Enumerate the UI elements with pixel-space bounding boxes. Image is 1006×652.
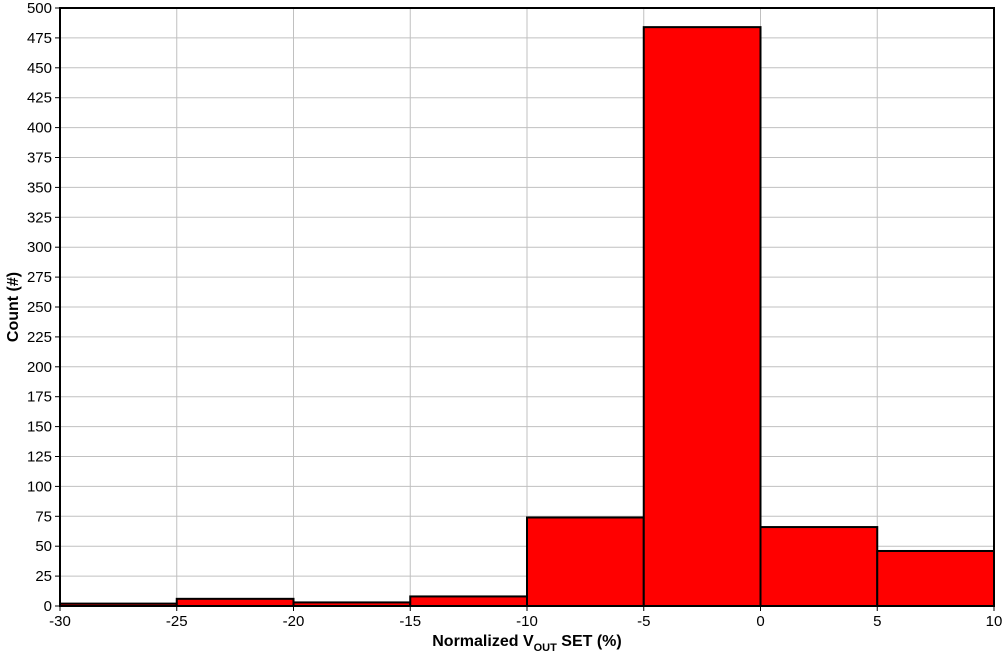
x-tick-label: -20 [283, 613, 305, 630]
y-tick-label: 0 [44, 598, 52, 615]
y-tick-label: 325 [27, 209, 52, 226]
x-tick-label: 10 [986, 613, 1003, 630]
y-tick-label: 275 [27, 269, 52, 286]
y-tick-label: 100 [27, 478, 52, 495]
y-axis-label: Count (#) [5, 272, 22, 342]
x-tick-label: -25 [166, 613, 188, 630]
x-tick-label: 0 [756, 613, 764, 630]
y-tick-label: 175 [27, 389, 52, 406]
x-tick-label: -10 [516, 613, 538, 630]
histogram-bar [761, 527, 878, 606]
y-tick-label: 150 [27, 419, 52, 436]
chart-container: -30-25-20-15-10-505100255075100125150175… [0, 0, 1006, 652]
y-tick-label: 50 [35, 538, 52, 555]
histogram-bar [644, 27, 761, 606]
histogram-chart: -30-25-20-15-10-505100255075100125150175… [0, 0, 1006, 652]
y-tick-label: 400 [27, 120, 52, 137]
y-tick-label: 200 [27, 359, 52, 376]
x-tick-label: 5 [873, 613, 881, 630]
y-tick-label: 375 [27, 150, 52, 167]
histogram-bar [877, 551, 994, 606]
y-tick-label: 300 [27, 239, 52, 256]
y-tick-label: 125 [27, 449, 52, 466]
x-axis-label: Normalized VOUT SET (%) [432, 633, 621, 652]
y-tick-label: 450 [27, 60, 52, 77]
x-tick-label: -5 [637, 613, 650, 630]
histogram-bar [527, 517, 644, 606]
y-tick-label: 425 [27, 90, 52, 107]
y-tick-label: 350 [27, 179, 52, 196]
histogram-bar [410, 596, 527, 606]
y-tick-label: 75 [35, 508, 52, 525]
y-tick-label: 250 [27, 299, 52, 316]
y-tick-label: 475 [27, 30, 52, 47]
y-tick-label: 225 [27, 329, 52, 346]
x-tick-label: -30 [49, 613, 71, 630]
y-tick-label: 500 [27, 0, 52, 17]
y-tick-label: 25 [35, 568, 52, 585]
histogram-bar [177, 599, 294, 606]
x-tick-label: -15 [399, 613, 421, 630]
